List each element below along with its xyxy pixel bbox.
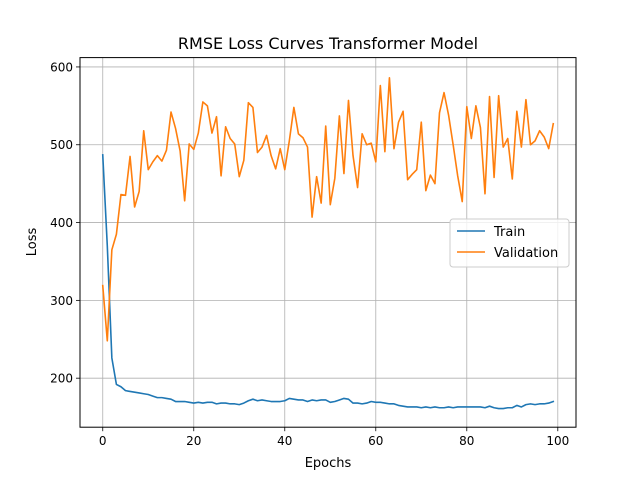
y-tick-label: 600 bbox=[50, 60, 73, 74]
y-axis-label: Loss bbox=[25, 228, 40, 257]
chart-title: RMSE Loss Curves Transformer Model bbox=[178, 34, 478, 53]
legend-validation-label: Validation bbox=[494, 246, 558, 261]
x-tick-label: 0 bbox=[99, 434, 107, 448]
series-group bbox=[101, 77, 555, 410]
legend: Train Validation bbox=[449, 218, 570, 268]
axes-frame bbox=[79, 57, 577, 428]
legend-train-label: Train bbox=[493, 225, 525, 240]
x-tick-label: 100 bbox=[546, 434, 569, 448]
x-tick-label: 40 bbox=[277, 434, 292, 448]
y-tick-label: 200 bbox=[50, 372, 73, 386]
x-tick-label: 60 bbox=[368, 434, 383, 448]
y-tick-label: 500 bbox=[50, 138, 73, 152]
series-line-train bbox=[101, 154, 555, 410]
grid bbox=[80, 57, 576, 428]
ticks: 0 20 40 60 80 100 200 300 400 500 600 bbox=[50, 60, 569, 448]
x-tick-label: 80 bbox=[459, 434, 474, 448]
y-tick-label: 400 bbox=[50, 216, 73, 230]
series-line-validation bbox=[101, 77, 555, 342]
x-axis-label: Epochs bbox=[305, 456, 352, 471]
x-tick-label: 20 bbox=[186, 434, 201, 448]
y-tick-label: 300 bbox=[50, 294, 73, 308]
